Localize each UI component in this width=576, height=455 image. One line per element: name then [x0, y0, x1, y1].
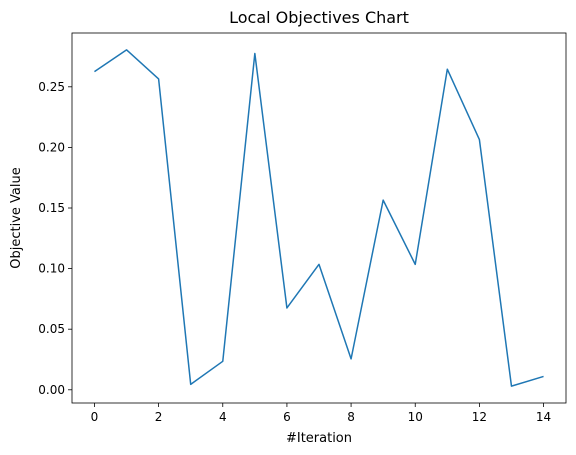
plot-frame [71, 32, 567, 404]
y-tick-label: 0.20 [38, 140, 65, 154]
y-tick-label: 0.05 [38, 322, 65, 336]
y-axis-label: Objective Value [9, 167, 24, 268]
y-tick-label: 0.25 [38, 80, 65, 94]
x-tick-label: 10 [408, 410, 423, 424]
y-tick-label: 0.10 [38, 262, 65, 276]
ticks-layer: 0 2 4 6 8 10 12 14 0.00 0.05 0.10 0.15 0.20 0.25 [38, 80, 551, 424]
chart-title: Local Objectives Chart [229, 8, 409, 27]
x-tick-label: 6 [283, 410, 291, 424]
y-tick-label: 0.00 [38, 383, 65, 397]
x-tick-label: 0 [91, 410, 99, 424]
x-tick-label: 2 [155, 410, 163, 424]
y-tick-label: 0.15 [38, 201, 65, 215]
x-tick-label: 8 [347, 410, 355, 424]
x-tick-label: 12 [472, 410, 487, 424]
series-layer [94, 49, 544, 387]
x-tick-label: 14 [536, 410, 551, 424]
x-tick-label: 4 [219, 410, 227, 424]
series-line [94, 49, 544, 387]
x-axis-label: #Iteration [286, 431, 352, 446]
